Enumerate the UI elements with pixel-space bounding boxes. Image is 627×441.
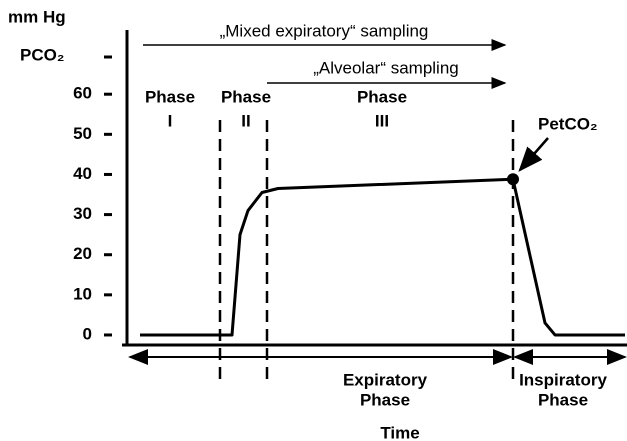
period-label: Phase (538, 390, 588, 409)
y-tick-label: 40 (73, 164, 92, 183)
y-tick-label: 0 (83, 324, 92, 343)
phase-label: Phase (357, 87, 407, 106)
x-label: Time (380, 423, 419, 441)
y-tick-label: 30 (73, 204, 92, 223)
period-label: Expiratory (343, 370, 428, 389)
end-tidal-label: PetCO₂ (538, 114, 598, 133)
phase-label: Phase (145, 87, 195, 106)
y-tick-label: 10 (73, 284, 92, 303)
y-tick-label: 60 (73, 84, 92, 103)
sampling-label: „Alveolar“ sampling (313, 58, 459, 77)
y-label: PCO₂ (20, 45, 64, 64)
period-label: Phase (360, 390, 410, 409)
period-label: Inspiratory (519, 370, 607, 389)
end-tidal-point (507, 173, 519, 186)
pco2-curve (140, 177, 625, 337)
phase-label: III (375, 111, 389, 130)
phase-label: Phase (221, 87, 271, 106)
y-tick-label: 50 (73, 124, 92, 143)
phase-label: II (241, 111, 250, 130)
phase-label: I (168, 111, 173, 130)
y-units: mm Hg (8, 7, 66, 26)
y-tick-label: 20 (73, 244, 92, 263)
end-tidal-arrow (518, 137, 549, 172)
sampling-label: „Mixed expiratory“ sampling (220, 21, 429, 40)
